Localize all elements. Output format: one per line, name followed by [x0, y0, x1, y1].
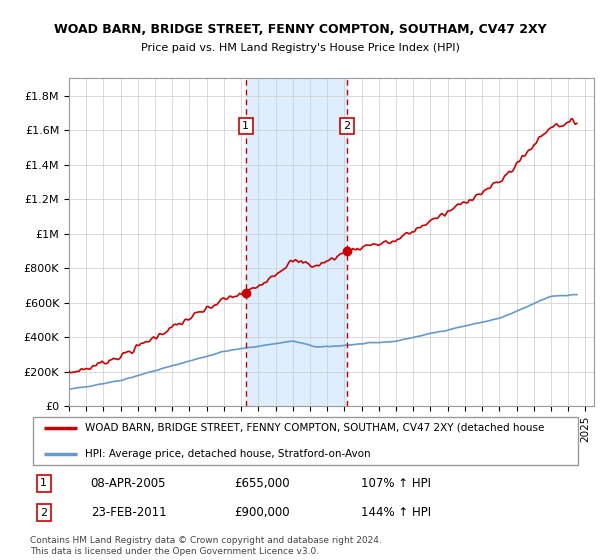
Text: WOAD BARN, BRIDGE STREET, FENNY COMPTON, SOUTHAM, CV47 2XY: WOAD BARN, BRIDGE STREET, FENNY COMPTON,… [53, 24, 547, 36]
Text: 2: 2 [343, 121, 350, 131]
Text: 08-APR-2005: 08-APR-2005 [91, 477, 166, 490]
Bar [246, 78, 347, 406]
Text: £900,000: £900,000 [234, 506, 290, 519]
Text: 23-FEB-2011: 23-FEB-2011 [91, 506, 166, 519]
Text: 107% ↑ HPI: 107% ↑ HPI [361, 477, 431, 490]
FancyBboxPatch shape [33, 417, 578, 465]
Text: £655,000: £655,000 [234, 477, 290, 490]
Text: WOAD BARN, BRIDGE STREET, FENNY COMPTON, SOUTHAM, CV47 2XY (detached house: WOAD BARN, BRIDGE STREET, FENNY COMPTON,… [85, 423, 545, 433]
Text: Price paid vs. HM Land Registry's House Price Index (HPI): Price paid vs. HM Land Registry's House … [140, 43, 460, 53]
Text: Contains HM Land Registry data © Crown copyright and database right 2024.
This d: Contains HM Land Registry data © Crown c… [30, 536, 382, 556]
Text: 1: 1 [242, 121, 249, 131]
Text: HPI: Average price, detached house, Stratford-on-Avon: HPI: Average price, detached house, Stra… [85, 449, 371, 459]
Text: 2: 2 [40, 508, 47, 518]
Text: 1: 1 [40, 478, 47, 488]
Text: 144% ↑ HPI: 144% ↑ HPI [361, 506, 431, 519]
